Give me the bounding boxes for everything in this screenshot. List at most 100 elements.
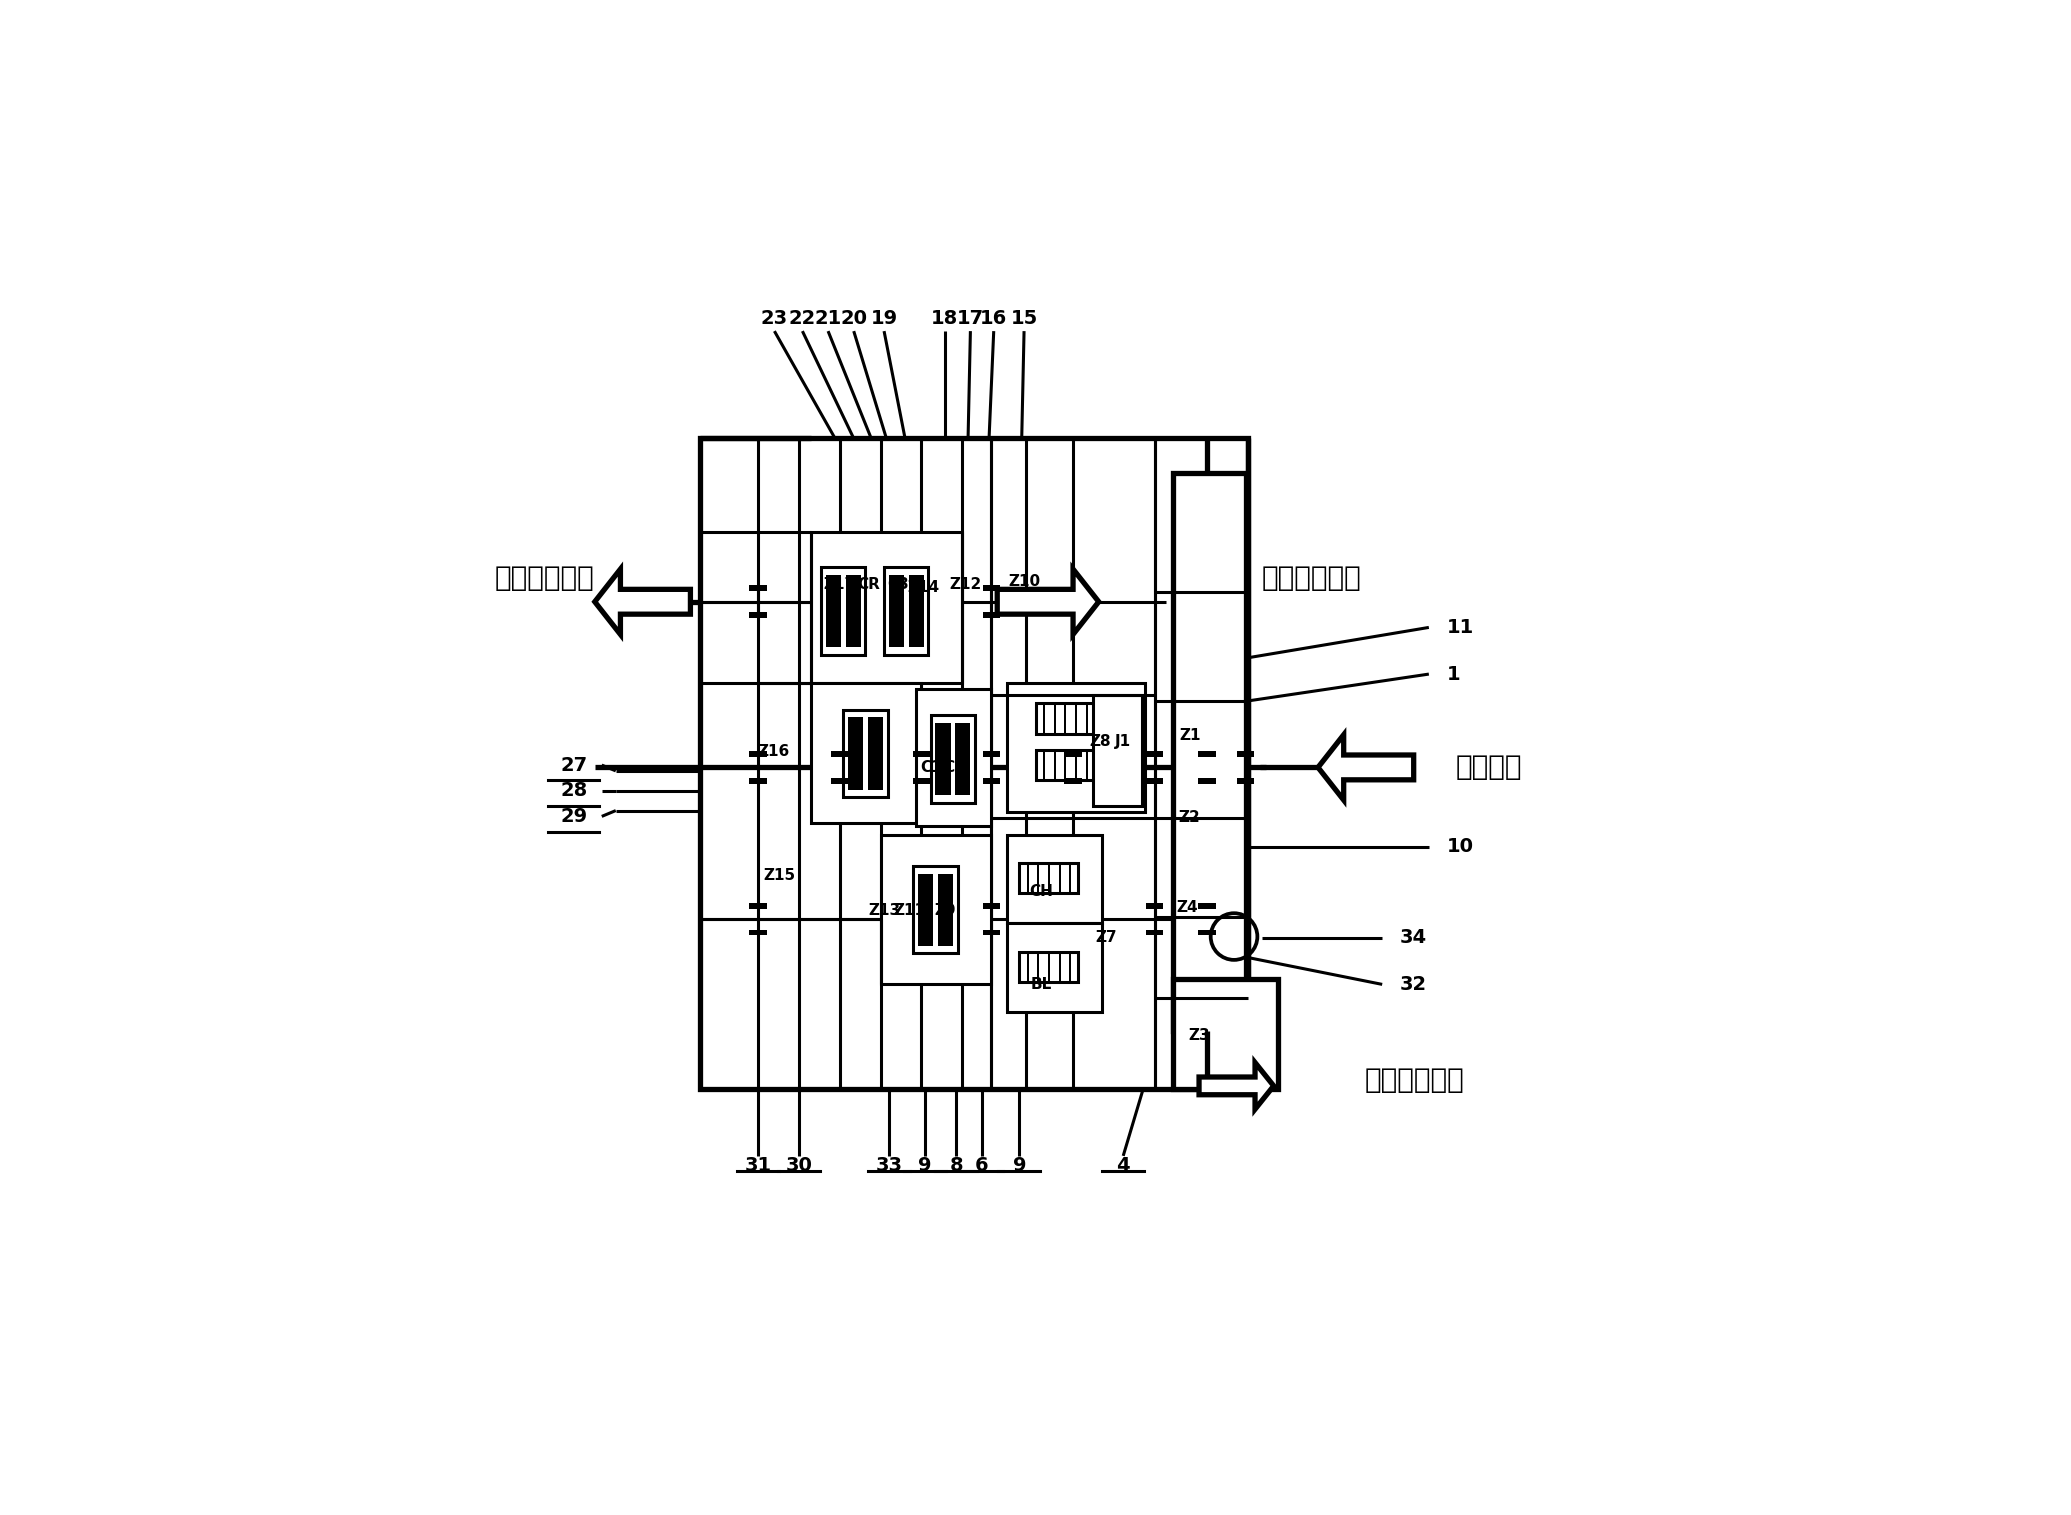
Text: C3: C3: [886, 577, 909, 592]
Text: 17: 17: [957, 309, 984, 327]
Text: 31: 31: [743, 1156, 772, 1174]
Text: 30: 30: [785, 1156, 812, 1174]
Bar: [913, 867, 957, 953]
Bar: [1145, 903, 1164, 909]
Text: 9: 9: [917, 1156, 932, 1174]
Text: 32: 32: [1400, 974, 1427, 994]
Bar: [810, 532, 963, 683]
Text: 10: 10: [1446, 838, 1472, 856]
Bar: [1145, 930, 1164, 935]
Bar: [750, 585, 766, 591]
Bar: [955, 723, 971, 795]
Text: Z13: Z13: [868, 903, 901, 918]
Text: 11: 11: [1446, 618, 1475, 636]
Bar: [888, 574, 903, 647]
Bar: [845, 574, 862, 647]
Bar: [843, 709, 888, 797]
Bar: [1199, 777, 1216, 783]
Bar: [810, 683, 922, 823]
Text: Z2: Z2: [1178, 811, 1201, 826]
Bar: [1236, 777, 1255, 783]
Text: 22: 22: [789, 309, 816, 327]
Text: 15: 15: [1011, 309, 1038, 327]
Text: 右侧动力输出: 右侧动力输出: [1261, 565, 1363, 592]
Bar: [826, 574, 841, 647]
Text: BL: BL: [1031, 977, 1052, 992]
Bar: [1236, 751, 1255, 758]
Text: 29: 29: [561, 807, 588, 826]
Bar: [1019, 864, 1077, 894]
Text: 28: 28: [559, 782, 588, 800]
Bar: [884, 567, 928, 654]
Polygon shape: [594, 570, 690, 635]
Bar: [700, 438, 1249, 1089]
Bar: [868, 717, 882, 789]
Text: Z4: Z4: [1176, 900, 1199, 915]
Bar: [982, 612, 1000, 618]
Text: 16: 16: [980, 309, 1007, 327]
Text: 动力输入: 动力输入: [1456, 753, 1522, 782]
Bar: [1064, 751, 1081, 758]
Text: 6: 6: [975, 1156, 988, 1174]
Text: C1: C1: [920, 761, 942, 774]
Text: CR: CR: [857, 577, 880, 592]
Bar: [1145, 777, 1164, 783]
Text: 9: 9: [1013, 1156, 1025, 1174]
Text: 19: 19: [870, 309, 897, 327]
Text: 8: 8: [951, 1156, 963, 1174]
Text: CH: CH: [1029, 883, 1054, 898]
Text: 33: 33: [876, 1156, 903, 1174]
Bar: [915, 689, 992, 826]
Bar: [1007, 835, 1102, 923]
Polygon shape: [1199, 1062, 1274, 1109]
Bar: [830, 777, 849, 783]
Bar: [750, 751, 766, 758]
Bar: [1174, 979, 1278, 1089]
Text: 左侧动力输出: 左侧动力输出: [495, 565, 594, 592]
Text: Z17: Z17: [824, 577, 855, 592]
Bar: [936, 723, 951, 795]
Bar: [847, 717, 864, 789]
Text: Z11: Z11: [895, 903, 926, 918]
Polygon shape: [1317, 735, 1414, 800]
Bar: [982, 751, 1000, 758]
Bar: [913, 777, 930, 783]
Text: 27: 27: [561, 756, 588, 774]
Text: Z3: Z3: [1189, 1029, 1209, 1044]
Bar: [909, 574, 924, 647]
Text: C2: C2: [942, 761, 965, 774]
Text: Z7: Z7: [1096, 930, 1116, 945]
Bar: [750, 903, 766, 909]
Text: Z14: Z14: [907, 580, 940, 595]
Text: 1: 1: [1446, 665, 1460, 683]
Polygon shape: [998, 570, 1100, 635]
Text: Z9: Z9: [934, 903, 955, 918]
Bar: [880, 835, 992, 985]
Bar: [982, 585, 1000, 591]
Bar: [750, 612, 766, 618]
Bar: [1036, 750, 1093, 780]
Bar: [982, 930, 1000, 935]
Bar: [1199, 751, 1216, 758]
Text: Z1: Z1: [1178, 729, 1201, 744]
Bar: [938, 874, 953, 945]
Text: Z8: Z8: [1089, 735, 1110, 750]
Bar: [1199, 903, 1216, 909]
Bar: [750, 930, 766, 935]
Bar: [982, 777, 1000, 783]
Bar: [1007, 683, 1145, 812]
Text: 23: 23: [760, 309, 787, 327]
Bar: [1174, 473, 1245, 1032]
Text: Z16: Z16: [758, 744, 789, 759]
Bar: [820, 567, 866, 654]
Text: 21: 21: [814, 309, 841, 327]
Bar: [917, 874, 934, 945]
Text: 4: 4: [1116, 1156, 1131, 1174]
Bar: [750, 777, 766, 783]
Text: 20: 20: [841, 309, 868, 327]
Text: J1: J1: [1114, 735, 1131, 750]
Bar: [1036, 703, 1093, 733]
Bar: [1199, 930, 1216, 935]
Bar: [1019, 951, 1077, 982]
Bar: [913, 751, 930, 758]
